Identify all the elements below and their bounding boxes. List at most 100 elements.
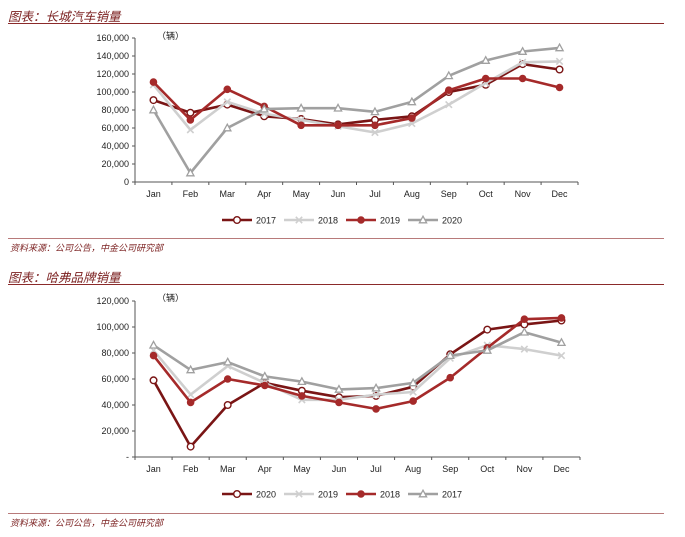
chart1-legend-label-2019: 2019	[380, 216, 400, 226]
chart1-series-2020-point-oct	[481, 55, 491, 64]
chart2-series-2018-point-dec	[557, 314, 566, 322]
chart2-legend-label-2018: 2018	[380, 490, 400, 500]
chart2-series-2019-point-aug	[409, 388, 417, 396]
chart1-source: 资料来源：公司公告，中金公司研究部	[10, 244, 164, 254]
chart2-legend-label-2020: 2020	[256, 490, 276, 500]
chart2-x-tick-label-may: May	[293, 464, 311, 474]
chart1-series-2017	[149, 60, 564, 129]
chart2-title: 图表：哈弗品牌销量	[8, 270, 121, 285]
chart1-y-tick-label: 0	[124, 177, 129, 187]
chart2-series-2017-point-may	[297, 376, 307, 386]
chart1-bottom-rule	[8, 238, 664, 239]
chart1-series-2018-point-dec	[555, 57, 564, 66]
chart1-y-tick-label: 100,000	[96, 87, 129, 97]
chart1-series-2018-point-feb	[186, 126, 195, 134]
chart1-legend-label-2017: 2017	[256, 216, 276, 226]
chart1-x-tick-label-feb: Feb	[183, 189, 199, 199]
chart1-unit-label: （辆）	[157, 30, 184, 41]
chart1-series-2020-point-may	[296, 103, 306, 112]
chart1-series-2020-point-dec	[554, 42, 565, 52]
chart1-series-2020-point-jun	[333, 103, 343, 112]
chart1-series-2017-point-jan	[149, 96, 158, 105]
chart1-y-tick-label: 40,000	[101, 141, 129, 151]
chart2-series-2017-point-oct	[482, 345, 492, 354]
chart2-y-tick-label: 80,000	[101, 348, 129, 358]
chart1-series-2020	[148, 42, 565, 177]
chart2-series-2017-point-jun	[334, 384, 344, 393]
chart1-svg: （辆） 0 20,000 40,000 60,000 80,000 100,000 120,0…	[96, 30, 579, 226]
chart1-legend-label-2020: 2020	[442, 216, 462, 226]
chart1-y-tick-label: 60,000	[101, 123, 129, 133]
chart1-legend-marker-2019	[357, 216, 365, 224]
chart1-x-tick-label-sep: Sep	[441, 189, 457, 199]
chart1-x-tick-label-apr: Apr	[257, 189, 271, 199]
chart2-series-2017-point-jul	[371, 382, 381, 392]
chart2-series-2018-point-jun	[335, 398, 343, 407]
chart2-x-tick-label-jun: Jun	[332, 464, 347, 474]
chart1-series-2018-point-nov	[518, 58, 527, 67]
chart1-y-tick-label: 140,000	[96, 51, 129, 61]
chart2-series-2017-point-mar	[223, 356, 233, 366]
chart1-series-2020-point-mar	[222, 122, 232, 132]
chart2-y-tick-label: 60,000	[101, 374, 129, 384]
chart1-series-2020-point-jul	[370, 106, 380, 116]
chart2-series-2020-point-feb	[186, 442, 195, 451]
chart2-title-rule	[8, 284, 664, 285]
chart2-series-2018-line	[152, 316, 562, 411]
chart2-x-tick-label-dec: Dec	[553, 464, 570, 474]
chart2-legend-marker-2019	[295, 490, 303, 498]
chart1-series-2019-point-may	[297, 121, 305, 130]
chart2-source: 资料来源：公司公告，中金公司研究部	[10, 519, 164, 529]
chart2-legend-marker-2018	[357, 490, 365, 498]
chart2-series-2018-point-mar	[223, 375, 232, 383]
chart1-series-2017-point-feb	[186, 108, 195, 117]
chart2-series-2020-point-oct	[483, 325, 492, 334]
chart2-svg: （辆） - 20,000 40,000 60,000 80,000 100,000 120,0…	[96, 292, 581, 500]
chart1-legend-marker-2017	[232, 215, 241, 224]
chart1-y-tick-label: 20,000	[101, 159, 129, 169]
chart1-series-2017-point-dec	[555, 65, 564, 74]
chart2-x-tick-label-sep: Sep	[442, 464, 458, 474]
chart2-x-tick-label-mar: Mar	[220, 464, 236, 474]
chart2-series-2018-point-may	[298, 392, 306, 400]
chart2-series-2020-point-mar	[223, 400, 232, 409]
chart1-series-2019-point-oct	[481, 74, 490, 83]
chart1-series-2019-point-aug	[408, 114, 416, 122]
chart2-series-2017-point-apr	[260, 371, 270, 380]
chart1-x-tick-label-jan: Jan	[146, 189, 161, 199]
chart1-series-2019	[149, 74, 564, 130]
chart2-x-tick-label-oct: Oct	[480, 464, 495, 474]
chart2-series-2017-line	[152, 330, 562, 391]
chart2-series-2020-point-jan	[149, 376, 158, 385]
chart2-series-2018-point-apr	[260, 381, 269, 390]
chart2-legend-marker-2017	[418, 488, 428, 498]
chart2-y-tick-label: 40,000	[101, 400, 129, 410]
chart2-series-2019-line	[152, 343, 562, 402]
chart1-series-2019-point-mar	[223, 85, 232, 94]
chart1-series-2020-point-sep	[444, 70, 454, 80]
chart2-legend: 2020 2019 2018 2017	[222, 488, 462, 500]
chart2-y-tick-label: 120,000	[96, 296, 129, 306]
chart2-y-tick-label: 20,000	[101, 426, 129, 436]
chart1-series-2019-point-sep	[444, 86, 453, 94]
chart1-series-2020-point-aug	[407, 96, 417, 106]
chart2-x-tick-label-jul: Jul	[370, 464, 382, 474]
chart2-series-2017-point-feb	[185, 364, 196, 374]
chart2-x-tick-label-jan: Jan	[146, 464, 161, 474]
chart2-x-tick-label-nov: Nov	[516, 464, 533, 474]
chart1-series-2020-point-apr	[259, 103, 269, 113]
chart2-series-2018-point-aug	[409, 397, 417, 405]
chart1-x-tick-label-aug: Aug	[404, 189, 420, 199]
chart2-series-2017-point-nov	[519, 327, 530, 336]
chart1-y-tick-label: 160,000	[96, 33, 129, 43]
chart1-legend-marker-2018	[295, 216, 303, 224]
chart2-series-2017-point-jan	[148, 340, 159, 349]
chart1-x-tick-label-mar: Mar	[220, 189, 236, 199]
chart1-series-2019-point-nov	[518, 74, 527, 83]
chart2-legend-label-2019: 2019	[318, 490, 338, 500]
chart1-legend-marker-2020	[418, 214, 428, 224]
chart1-series-2020-line	[152, 46, 560, 175]
chart1-series-2017-line	[153, 62, 560, 126]
chart1-x-tick-label-jun: Jun	[331, 189, 346, 199]
chart1-legend-label-2018: 2018	[318, 216, 338, 226]
